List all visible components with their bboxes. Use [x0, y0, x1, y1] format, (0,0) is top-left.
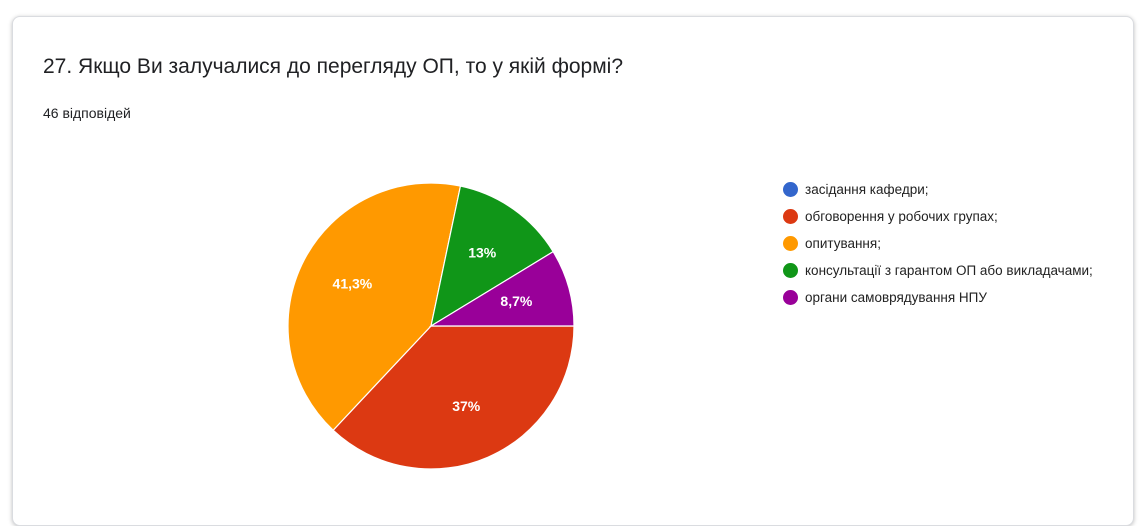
legend-swatch [783, 182, 798, 197]
pie-slice [332, 325, 575, 470]
chart-title: 27. Якщо Ви залучалися до перегляду ОП, … [43, 55, 624, 78]
legend-label: обговорення у робочих групах; [805, 209, 998, 224]
value-label: 8,7% [500, 293, 532, 309]
legend-swatch [783, 290, 798, 305]
legend: засідання кафедри; обговорення у робочих … [783, 179, 1113, 314]
legend-item: засідання кафедри; [783, 179, 1113, 200]
page: {"chart_data": {"type": "pie", "title": … [12, 16, 1134, 526]
card: 27. Якщо Ви залучалися до перегляду ОП, … [12, 16, 1134, 526]
value-label: 13% [468, 244, 497, 260]
chart: 37% 41,3% 13% 8,7% [287, 182, 575, 470]
legend-item: консультації з гарантом ОП або викладача… [783, 260, 1113, 281]
value-label: 41,3% [333, 276, 373, 292]
value-label: 37% [452, 398, 481, 414]
legend-label: опитування; [805, 236, 881, 251]
pie-slice [430, 185, 554, 328]
legend-label: консультації з гарантом ОП або викладача… [805, 263, 1093, 278]
legend-item: опитування; [783, 233, 1113, 254]
pie-slice [287, 182, 462, 432]
legend-swatch [783, 209, 798, 224]
legend-item: обговорення у робочих групах; [783, 206, 1113, 227]
legend-label: засідання кафедри; [805, 182, 929, 197]
chart-subtitle: 46 відповідей [43, 105, 131, 121]
pie-slice [428, 250, 575, 327]
legend-label: органи самоврядування НПУ [805, 290, 987, 305]
legend-item: органи самоврядування НПУ [783, 287, 1113, 308]
legend-swatch [783, 263, 798, 278]
legend-swatch [783, 236, 798, 251]
